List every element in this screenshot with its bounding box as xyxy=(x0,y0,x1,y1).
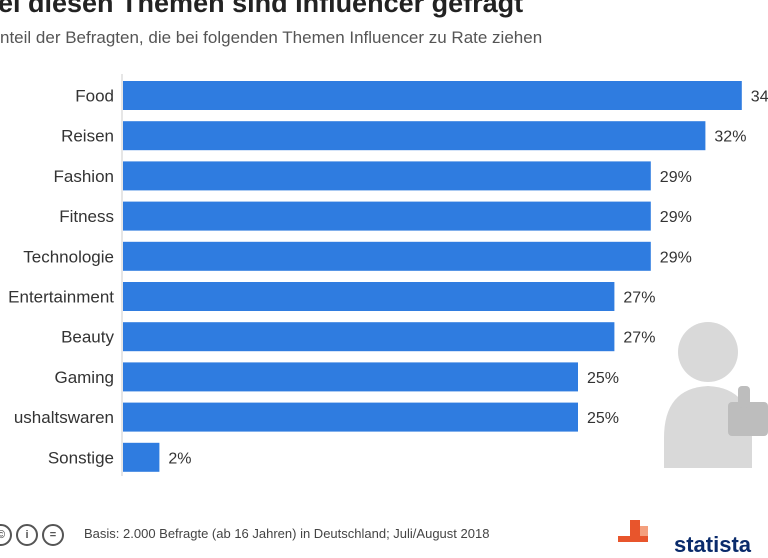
category-label: Technologie xyxy=(23,247,114,266)
category-label: Reisen xyxy=(61,127,114,146)
category-label: ushaltswaren xyxy=(14,408,114,427)
bar xyxy=(123,282,615,311)
category-label: Food xyxy=(75,87,114,106)
license-icons: © i = xyxy=(0,524,68,546)
value-label: 29% xyxy=(660,209,692,226)
category-label: Beauty xyxy=(61,328,114,347)
chart-title: ei diesen Themen sind Influencer gefragt xyxy=(0,0,524,18)
category-label: Fitness xyxy=(59,207,114,226)
value-label: 25% xyxy=(587,370,619,387)
bar xyxy=(123,121,706,151)
bar-chart: Food 34 Reisen 32% Fashion 29% Fitness 29% Techn… xyxy=(8,74,768,476)
value-label: 2% xyxy=(168,450,191,467)
bar xyxy=(123,442,160,472)
category-label: Entertainment xyxy=(8,288,114,307)
bar xyxy=(123,402,578,432)
statista-brand: statista xyxy=(674,532,752,557)
category-label: Fashion xyxy=(54,167,114,186)
value-label: 27% xyxy=(623,330,655,347)
by-icon: i xyxy=(16,524,38,546)
value-label: 32% xyxy=(714,129,746,146)
value-label: 29% xyxy=(660,169,692,186)
chart-subtitle: nteil der Befragten, die bei folgenden T… xyxy=(0,28,543,47)
statista-logo-icon xyxy=(618,520,648,542)
cc-icon: © xyxy=(0,524,12,546)
bar xyxy=(123,322,615,352)
bar xyxy=(123,241,651,271)
category-label: Gaming xyxy=(54,368,114,387)
person-thumbs-up-icon xyxy=(664,322,768,468)
nd-icon: = xyxy=(42,524,64,546)
bar xyxy=(123,81,742,110)
source-note: Basis: 2.000 Befragte (ab 16 Jahren) in … xyxy=(84,526,490,541)
value-label: 29% xyxy=(660,249,692,266)
value-label: 27% xyxy=(623,290,655,307)
bar xyxy=(123,362,578,392)
value-label: 34 xyxy=(751,89,768,106)
value-label: 25% xyxy=(587,410,619,427)
category-label: Sonstige xyxy=(48,448,114,467)
bar xyxy=(123,161,651,191)
bar xyxy=(123,201,651,231)
